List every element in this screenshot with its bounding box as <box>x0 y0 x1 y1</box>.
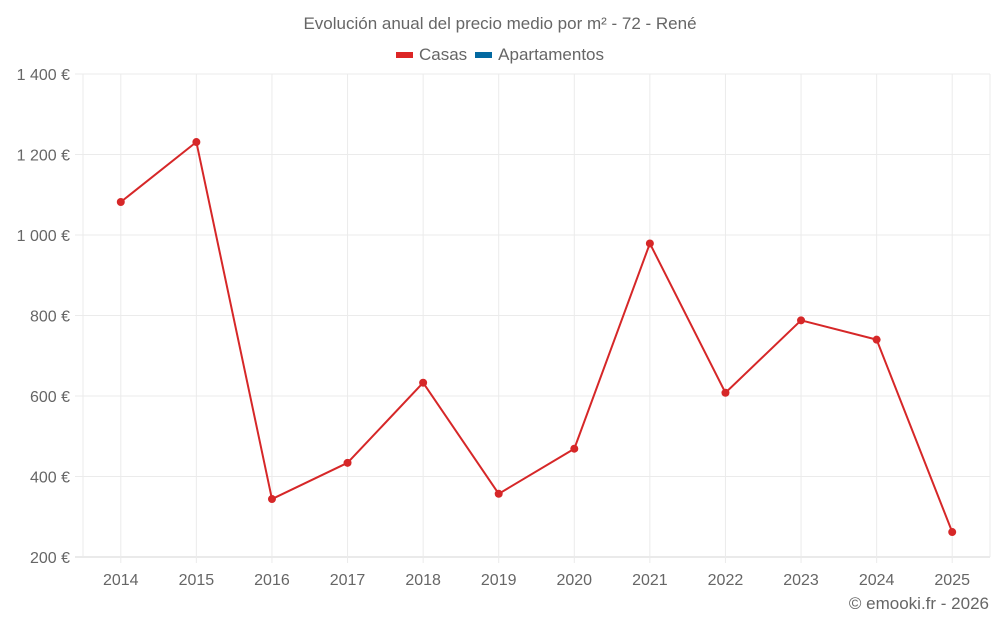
data-point[interactable] <box>570 444 579 453</box>
y-tick-label: 200 € <box>30 550 70 567</box>
data-point[interactable] <box>797 316 806 325</box>
data-point[interactable] <box>267 495 276 504</box>
y-tick-label: 1 400 € <box>17 67 70 84</box>
legend-swatch-casas <box>395 52 413 58</box>
x-tick-label: 2018 <box>405 572 441 589</box>
data-point[interactable] <box>192 138 201 147</box>
x-tick-label: 2021 <box>632 572 668 589</box>
x-tick-label: 2020 <box>556 572 592 589</box>
series-casas <box>116 138 957 537</box>
data-point[interactable] <box>419 378 428 387</box>
x-tick-label: 2016 <box>254 572 290 589</box>
legend-label-casas: Casas <box>418 45 468 64</box>
grid-lines <box>75 73 991 563</box>
y-axis: 200 € 400 € 600 € 800 € 1 000 € 1 200 € 1 400 … <box>17 67 70 567</box>
legend-item-casas[interactable]: Casas <box>395 45 468 65</box>
casas-line <box>120 141 954 533</box>
data-point[interactable] <box>948 528 957 537</box>
y-tick-label: 800 € <box>30 309 70 326</box>
x-tick-label: 2017 <box>330 572 366 589</box>
y-tick-label: 600 € <box>30 389 70 406</box>
chart-title: Evolución anual del precio medio por m² … <box>303 14 697 33</box>
legend: Casas Apartamentos <box>0 45 1000 65</box>
data-point[interactable] <box>116 197 125 206</box>
y-tick-label: 1 200 € <box>17 148 70 165</box>
x-tick-label: 2022 <box>708 572 744 589</box>
credit-text: © emooki.fr - 2026 <box>848 594 989 613</box>
x-tick-label: 2015 <box>179 572 215 589</box>
data-point[interactable] <box>645 239 654 248</box>
y-tick-label: 400 € <box>30 470 70 487</box>
data-point[interactable] <box>872 335 881 344</box>
data-point[interactable] <box>494 489 503 498</box>
x-tick-label: 2019 <box>481 572 517 589</box>
data-point[interactable] <box>721 388 730 397</box>
y-tick-label: 1 000 € <box>17 228 70 245</box>
x-tick-label: 2014 <box>103 572 139 589</box>
legend-label-apartamentos: Apartamentos <box>498 45 605 64</box>
legend-item-apartamentos[interactable]: Apartamentos <box>475 45 604 65</box>
x-tick-label: 2025 <box>934 572 970 589</box>
x-tick-label: 2023 <box>783 572 819 589</box>
x-axis: 2014 2015 2016 2017 2018 2019 2020 2021 2022 2023… <box>103 572 970 589</box>
legend-swatch-apartamentos <box>475 52 493 58</box>
x-tick-label: 2024 <box>859 572 895 589</box>
data-point[interactable] <box>343 458 352 467</box>
